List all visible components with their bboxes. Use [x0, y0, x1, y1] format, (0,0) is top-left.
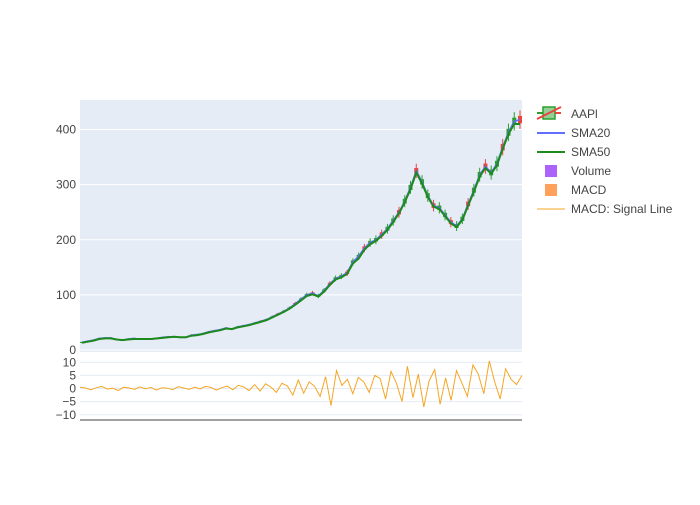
chart-legend[interactable]: AAPl SMA20 SMA50 Volume MACD MACD: Signal Lin… — [536, 106, 673, 216]
macd-y-tick-label: −5 — [62, 395, 76, 409]
price-y-tick-label: 100 — [56, 288, 76, 302]
macd-y-tick-label: −10 — [56, 408, 77, 422]
legend-item-macd-signal-line[interactable]: MACD: Signal Line — [537, 202, 673, 216]
price-y-tick-label: 0 — [69, 343, 76, 357]
macd-signal-line — [79, 360, 523, 408]
price-gridlines — [80, 129, 522, 351]
legend-item-sma50[interactable]: SMA50 — [537, 145, 611, 159]
legend-item-volume[interactable]: Volume — [545, 164, 611, 178]
price-y-axis: 0 100 200 300 400 — [56, 123, 76, 357]
macd-y-tick-label: 0 — [69, 382, 76, 396]
legend-label: SMA20 — [571, 126, 611, 140]
price-series-lines — [81, 118, 521, 344]
legend-item-aapl[interactable]: AAPl — [536, 106, 598, 121]
price-y-tick-label: 300 — [56, 178, 76, 192]
legend-item-macd[interactable]: MACD — [545, 183, 607, 197]
legend-label: AAPl — [571, 107, 598, 121]
legend-square-icon — [545, 184, 557, 196]
macd-series-lines — [79, 360, 523, 408]
price-plot-area — [80, 100, 522, 352]
sma50-line — [81, 123, 520, 344]
macd-y-tick-label: 10 — [63, 355, 77, 369]
price-y-tick-label: 200 — [56, 233, 76, 247]
legend-item-sma20[interactable]: SMA20 — [537, 126, 611, 140]
legend-square-icon — [545, 165, 557, 177]
macd-y-tick-label: 5 — [69, 368, 76, 382]
legend-label: MACD — [571, 183, 607, 197]
legend-label: Volume — [571, 164, 611, 178]
legend-label: MACD: Signal Line — [571, 202, 673, 216]
price-y-tick-label: 400 — [56, 123, 76, 137]
legend-label: SMA50 — [571, 145, 611, 159]
candlestick-icon-stroke — [536, 106, 562, 120]
